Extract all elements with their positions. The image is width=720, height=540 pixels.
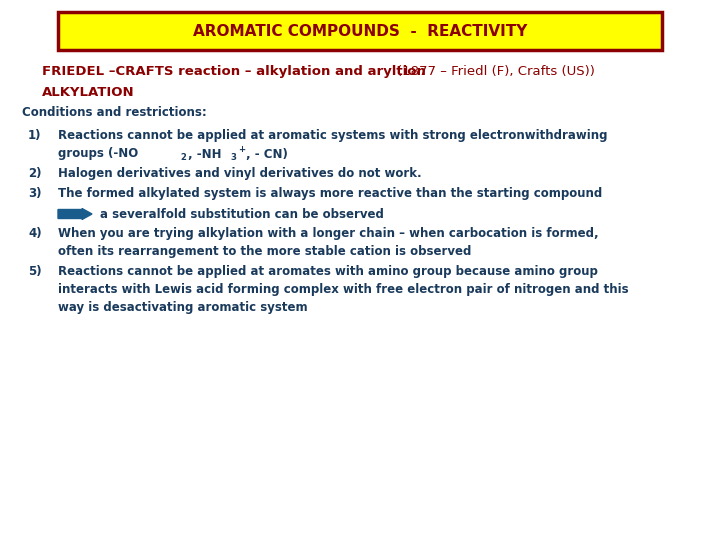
Text: The formed alkylated system is always more reactive than the starting compound: The formed alkylated system is always mo… xyxy=(58,187,602,200)
Text: , - CN): , - CN) xyxy=(246,147,288,160)
Text: interacts with Lewis acid forming complex with free electron pair of nitrogen an: interacts with Lewis acid forming comple… xyxy=(58,284,629,296)
Text: way is desactivating aromatic system: way is desactivating aromatic system xyxy=(58,301,307,314)
FancyArrow shape xyxy=(58,208,92,219)
Text: , -NH: , -NH xyxy=(188,147,222,160)
Text: 1): 1) xyxy=(28,130,42,143)
Text: When you are trying alkylation with a longer chain – when carbocation is formed,: When you are trying alkylation with a lo… xyxy=(58,227,598,240)
Text: Reactions cannot be applied at aromates with amino group because amino group: Reactions cannot be applied at aromates … xyxy=(58,266,598,279)
Text: 2: 2 xyxy=(180,153,186,163)
Text: 3): 3) xyxy=(28,187,42,200)
Text: 2): 2) xyxy=(28,167,42,180)
Text: (1877 – Friedl (F), Crafts (US)): (1877 – Friedl (F), Crafts (US)) xyxy=(397,65,595,78)
Text: Conditions and restrictions:: Conditions and restrictions: xyxy=(22,105,207,118)
Text: 3: 3 xyxy=(230,153,236,163)
Text: Halogen derivatives and vinyl derivatives do not work.: Halogen derivatives and vinyl derivative… xyxy=(58,167,422,180)
Text: ALKYLATION: ALKYLATION xyxy=(42,85,135,98)
Text: AROMATIC COMPOUNDS  -  REACTIVITY: AROMATIC COMPOUNDS - REACTIVITY xyxy=(193,24,527,38)
Text: 5): 5) xyxy=(28,266,42,279)
Text: Reactions cannot be applied at aromatic systems with strong electronwithdrawing: Reactions cannot be applied at aromatic … xyxy=(58,130,608,143)
Text: a severalfold substitution can be observed: a severalfold substitution can be observ… xyxy=(100,207,384,220)
Text: +: + xyxy=(238,145,245,153)
Text: FRIEDEL –CRAFTS reaction – alkylation and aryltion: FRIEDEL –CRAFTS reaction – alkylation an… xyxy=(42,65,431,78)
Text: groups (-NO: groups (-NO xyxy=(58,147,138,160)
Text: 4): 4) xyxy=(28,227,42,240)
Text: often its rearrangement to the more stable cation is observed: often its rearrangement to the more stab… xyxy=(58,246,472,259)
FancyBboxPatch shape xyxy=(58,12,662,50)
